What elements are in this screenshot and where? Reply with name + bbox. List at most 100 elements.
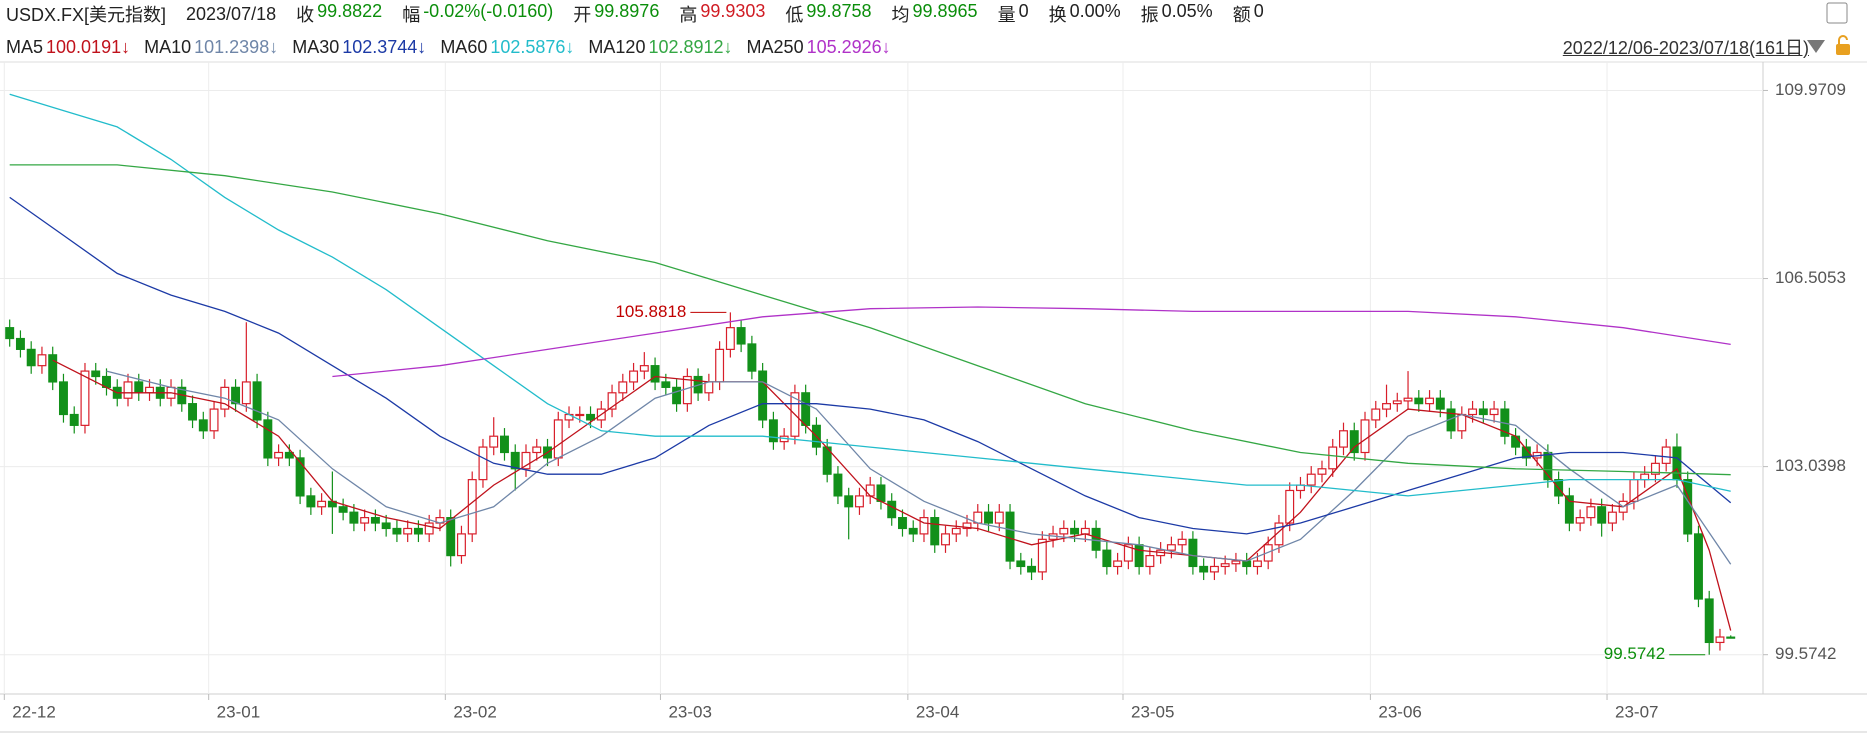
candle-body — [188, 403, 198, 421]
ma-line — [9, 196, 1732, 535]
candle-body — [1349, 430, 1359, 454]
candle-body — [1242, 560, 1252, 568]
candle-body — [1166, 544, 1176, 551]
legend-name: MA10 — [144, 36, 192, 57]
candle-body — [1306, 473, 1316, 486]
candle-body — [586, 413, 596, 421]
candle-body — [844, 495, 854, 508]
candle-body — [5, 327, 15, 340]
candle-body — [984, 511, 994, 524]
quote-value: -0.02%(-0.0160) — [423, 1, 554, 21]
candle-body — [1091, 527, 1101, 551]
candle-body — [650, 365, 660, 383]
candle-body — [639, 365, 649, 372]
candle-body — [1693, 533, 1703, 600]
legend-item: MA10 101.2398↓ — [144, 37, 278, 58]
candle-body — [198, 419, 208, 432]
candle-body — [1403, 397, 1413, 402]
lock-icon[interactable] — [1836, 44, 1850, 55]
candle-body — [1392, 400, 1402, 405]
quote-label: 振 — [1140, 5, 1159, 25]
candle-body — [962, 522, 972, 530]
candle-body — [360, 517, 370, 524]
candle-body — [317, 500, 327, 508]
candle-body — [672, 386, 682, 405]
quote-label: 额 — [1232, 5, 1251, 25]
candle-body — [715, 348, 725, 383]
date-range[interactable]: 2022/12/06-2023/07/18(161日) — [1562, 38, 1809, 58]
candle-body — [661, 381, 671, 388]
candle-body — [1328, 446, 1338, 470]
quote-label: 开 — [573, 5, 592, 25]
candle-body — [1661, 446, 1671, 464]
candle-body — [1715, 636, 1725, 644]
candle-body — [500, 435, 509, 454]
candle-body — [618, 381, 628, 394]
legend-item: MA30 102.3744↓ — [292, 37, 426, 58]
candle-body — [392, 527, 402, 535]
window-button[interactable] — [1826, 2, 1848, 24]
quote-value: 0.05% — [1161, 1, 1213, 21]
quote-item: 高 99.9303 — [679, 1, 765, 27]
candle-body — [1070, 527, 1080, 535]
candle-body — [1607, 511, 1617, 524]
legend-item: MA120 102.8912↓ — [588, 37, 732, 58]
candle-body — [1339, 430, 1348, 448]
y-tick-label: 103.0398 — [1775, 456, 1846, 475]
candle-body — [822, 446, 832, 475]
candle-body — [1177, 538, 1187, 546]
candle-body — [1371, 408, 1381, 421]
ma-line — [9, 93, 1731, 497]
candle-body — [1252, 560, 1262, 568]
candle-body — [381, 522, 391, 530]
legend-item: MA250 105.2926↓ — [747, 37, 891, 58]
plot-area: 109.9709 106.5053 103.0398 99.5742 22-12 23-0… — [0, 61, 1867, 733]
candle-body — [747, 343, 757, 372]
candle-body — [403, 527, 413, 535]
candle-body — [338, 506, 348, 513]
candle-body — [263, 419, 273, 459]
legend-name: MA5 — [6, 36, 44, 57]
candle-body — [510, 451, 520, 470]
range-dropdown[interactable] — [1807, 40, 1825, 53]
candle-body — [736, 327, 746, 345]
quote-value: 99.8976 — [594, 1, 660, 21]
candle-body — [231, 386, 241, 405]
candle-body — [1360, 419, 1370, 454]
candle-body — [876, 484, 886, 502]
legend-item: MA60 102.5876↓ — [440, 37, 574, 58]
candle-body — [521, 451, 531, 470]
candle-body — [768, 419, 778, 443]
legend-value: 105.2926↓ — [806, 36, 891, 57]
legend-value: 102.8912↓ — [648, 36, 733, 57]
ma-line — [106, 370, 1732, 565]
candle-body — [1037, 538, 1047, 573]
candle-body — [241, 381, 251, 405]
candle-body — [489, 435, 499, 448]
candle-body — [1564, 495, 1574, 524]
candle-body — [1382, 403, 1391, 410]
candle-body — [1113, 560, 1123, 568]
x-tick-label: 23-04 — [916, 702, 959, 721]
candle-body — [295, 457, 305, 497]
candle-body — [424, 522, 434, 535]
candle-body — [1640, 473, 1650, 481]
candle-body — [941, 533, 950, 546]
candle-body — [1543, 451, 1553, 481]
candle-body — [919, 517, 929, 535]
quote-value: 0 — [1253, 1, 1264, 21]
candle-body — [725, 327, 735, 350]
candle-body — [1231, 560, 1241, 565]
x-tick-label: 23-03 — [668, 702, 711, 721]
candle-body — [1123, 544, 1133, 562]
quote-item: 收 99.8822 — [296, 1, 382, 27]
candle-body — [1199, 565, 1209, 573]
quote-label: 换 — [1048, 5, 1067, 25]
legend-value: 101.2398↓ — [194, 36, 279, 57]
legend-name: MA30 — [292, 36, 340, 57]
candle-body — [1134, 544, 1144, 568]
candle-body — [1005, 511, 1015, 562]
candle-body — [1317, 468, 1327, 475]
ma-legend: MA5 100.0191↓ MA10 101.2398↓ MA30 102.3744↓ MA… — [6, 33, 891, 61]
